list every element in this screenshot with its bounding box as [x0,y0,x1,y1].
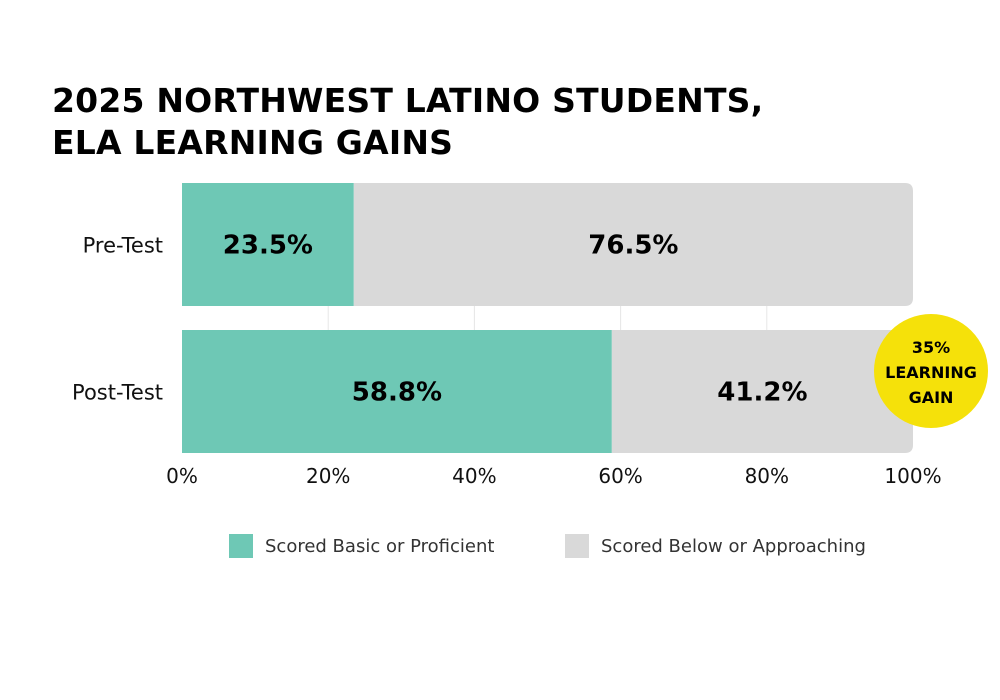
data-label-post-test-proficient: 58.8% [352,378,442,408]
bar-post-test-proficient [182,330,612,453]
x-tick-label-80: 80% [745,464,789,488]
data-label-pre-test-proficient: 23.5% [223,231,313,261]
category-label-pre-test: Pre-Test [83,234,163,258]
badge-text-line-3: GAIN [909,388,954,407]
data-label-pre-test-below: 76.5% [588,231,678,261]
x-tick-label-60: 60% [598,464,642,488]
category-label-post-test: Post-Test [72,381,163,405]
learning-gain-badge [874,314,988,428]
legend-label-below: Scored Below or Approaching [601,535,866,557]
badge-text-line-2: LEARNING [885,363,977,382]
legend-swatch-proficient [229,534,253,558]
x-tick-label-20: 20% [306,464,350,488]
x-tick-label-0: 0% [166,464,198,488]
legend-item-below: Scored Below or Approaching [565,534,866,558]
bar-post-test-below [611,330,913,453]
legend-swatch-below [565,534,589,558]
chart-title: 2025 NORTHWEST LATINO STUDENTS, ELA LEAR… [52,80,763,164]
chart-title-line-1: 2025 NORTHWEST LATINO STUDENTS, [52,81,764,120]
data-label-post-test-below: 41.2% [717,378,807,408]
bar-pre-test-below [353,183,913,306]
badge-text-line-1: 35% [912,338,950,357]
x-tick-label-100: 100% [884,464,941,488]
chart-title-line-2: ELA LEARNING GAINS [52,123,454,162]
bar-pre-test-proficient [182,183,354,306]
x-tick-label-40: 40% [452,464,496,488]
legend-item-proficient: Scored Basic or Proficient [229,534,494,558]
legend-label-proficient: Scored Basic or Proficient [265,535,495,557]
